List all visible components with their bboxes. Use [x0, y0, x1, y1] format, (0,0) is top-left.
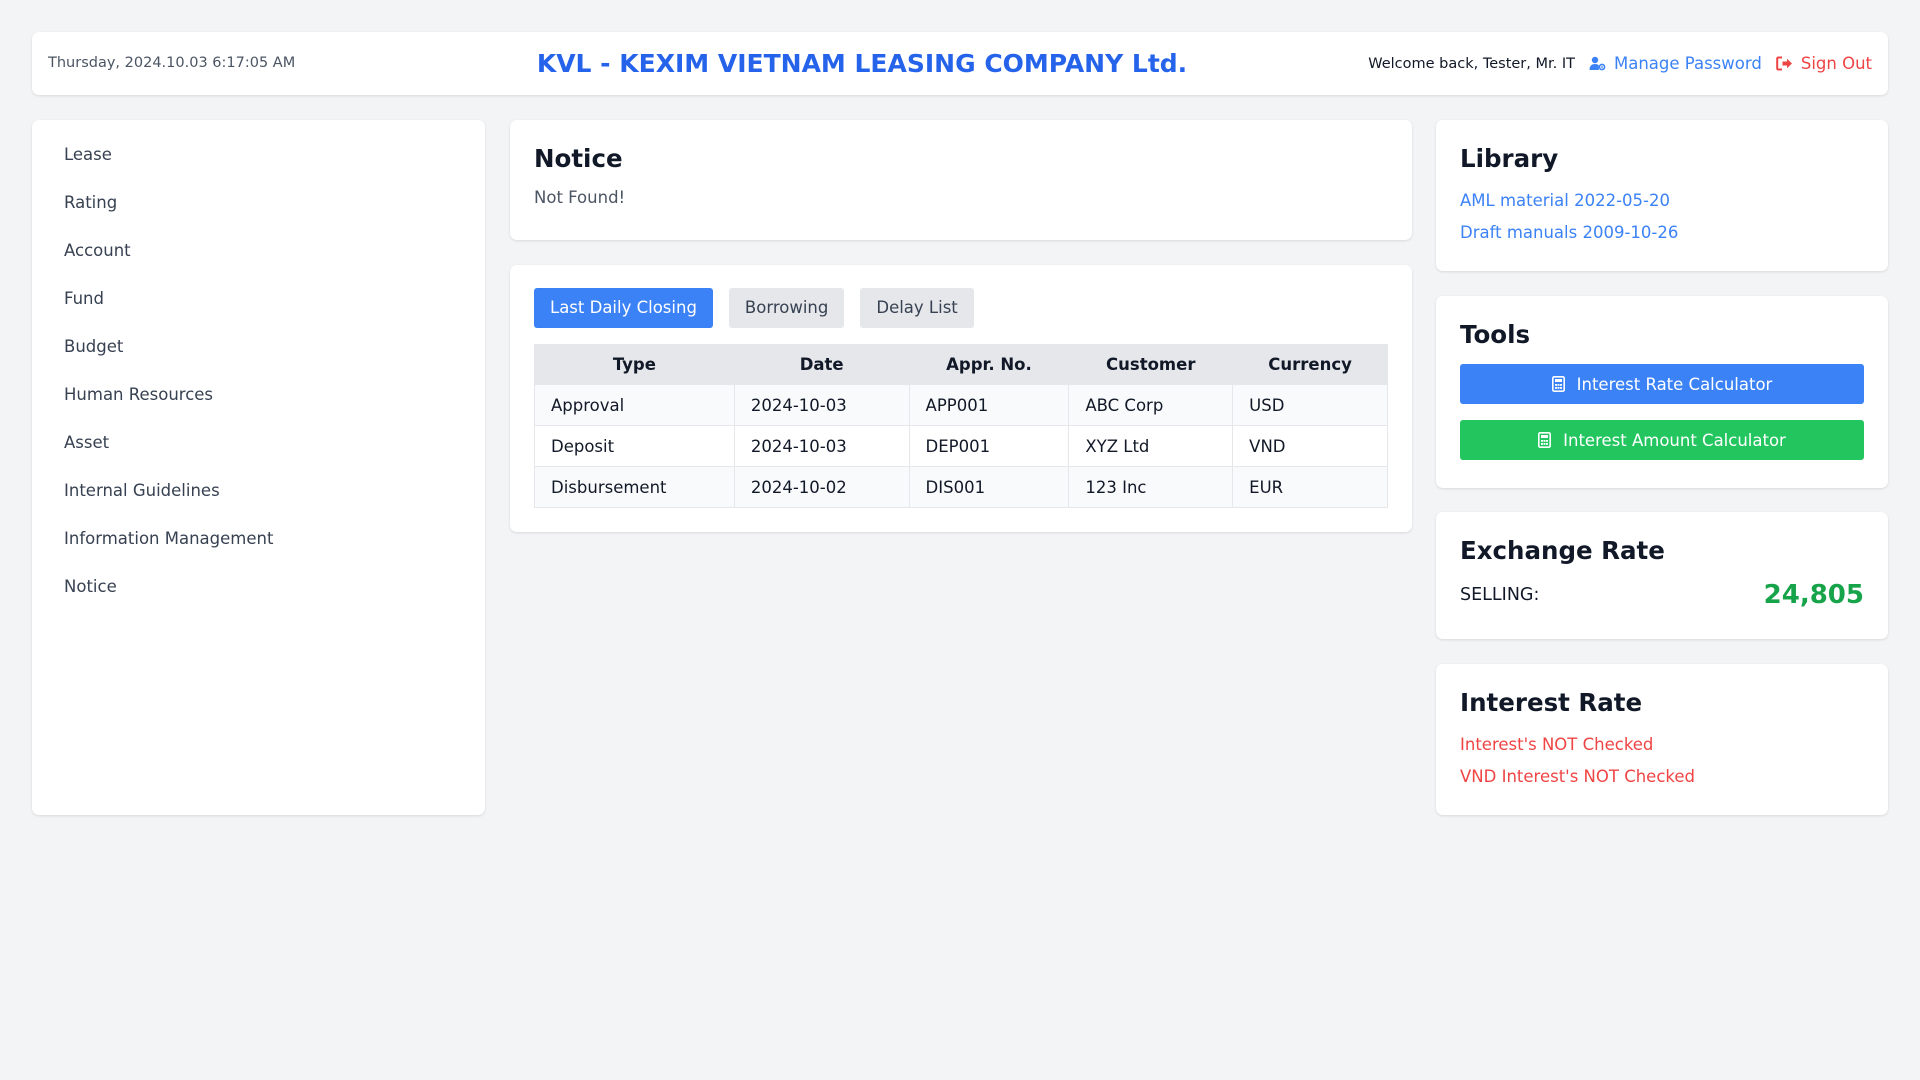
- column-header-date: Date: [733, 344, 910, 385]
- table-header-row: Type Date Appr. No. Customer Currency: [534, 344, 1388, 385]
- manage-password-label: Manage Password: [1613, 54, 1762, 73]
- sign-out-icon: [1776, 56, 1793, 71]
- sidebar-item-account[interactable]: Account: [64, 241, 131, 260]
- sign-out-label: Sign Out: [1800, 54, 1872, 73]
- sidebar-item-budget[interactable]: Budget: [64, 337, 124, 356]
- exchange-rate-row: SELLING: 24,805: [1460, 580, 1864, 610]
- sidebar-item-human-resources[interactable]: Human Resources: [64, 385, 214, 404]
- sidebar-item-rating[interactable]: Rating: [64, 193, 118, 212]
- current-datetime: Thursday, 2024.10.03 6:17:05 AM: [48, 55, 296, 71]
- calculator-icon: [1538, 432, 1552, 448]
- calculator-icon: [1551, 376, 1565, 392]
- tab-last-daily-closing[interactable]: Last Daily Closing: [534, 288, 713, 328]
- tools-panel: Tools Interest Rate Calculator Interest …: [1436, 296, 1888, 488]
- sidebar-item-lease[interactable]: Lease: [64, 145, 112, 164]
- cell-customer: ABC Corp: [1068, 384, 1234, 426]
- exchange-rate-panel: Exchange Rate SELLING: 24,805: [1436, 512, 1888, 639]
- sidebar-item-asset[interactable]: Asset: [64, 433, 110, 452]
- sidebar-item-internal-guidelines[interactable]: Internal Guidelines: [64, 481, 220, 500]
- cell-type: Deposit: [534, 425, 735, 467]
- selling-value: 24,805: [1763, 580, 1864, 610]
- column-header-customer: Customer: [1068, 344, 1234, 385]
- library-link-aml-material[interactable]: AML material 2022-05-20: [1460, 191, 1670, 210]
- cell-currency: USD: [1232, 384, 1388, 426]
- sidebar-item-notice[interactable]: Notice: [64, 577, 117, 596]
- library-title: Library: [1460, 144, 1559, 173]
- notice-title: Notice: [534, 144, 623, 173]
- vnd-interest-not-checked-status: VND Interest's NOT Checked: [1460, 767, 1695, 786]
- interest-amount-calculator-label: Interest Amount Calculator: [1563, 430, 1786, 450]
- table-row[interactable]: Deposit 2024-10-03 DEP001 XYZ Ltd VND: [534, 425, 1388, 467]
- cell-customer: 123 Inc: [1068, 466, 1234, 508]
- company-title: KVL - KEXIM VIETNAM LEASING COMPANY Ltd.: [536, 49, 1188, 78]
- notice-panel: Notice Not Found!: [510, 120, 1412, 240]
- interest-status-list: Interest's NOT Checked VND Interest's NO…: [1460, 729, 1864, 793]
- cell-type: Disbursement: [534, 466, 735, 508]
- interest-rate-calculator-label: Interest Rate Calculator: [1576, 374, 1773, 394]
- cell-currency: EUR: [1232, 466, 1388, 508]
- notice-message: Not Found!: [534, 188, 626, 207]
- user-area: Welcome back, Tester, Mr. IT Manage Pass…: [1368, 32, 1872, 95]
- sidebar-item-fund[interactable]: Fund: [64, 289, 104, 308]
- column-header-appr-no: Appr. No.: [908, 344, 1070, 385]
- interest-rate-calculator-button[interactable]: Interest Rate Calculator: [1460, 364, 1864, 404]
- table-row[interactable]: Approval 2024-10-03 APP001 ABC Corp USD: [534, 384, 1388, 426]
- cell-customer: XYZ Ltd: [1068, 425, 1234, 467]
- cell-appr-no: DEP001: [908, 425, 1070, 467]
- interest-rate-panel: Interest Rate Interest's NOT Checked VND…: [1436, 664, 1888, 815]
- interest-amount-calculator-button[interactable]: Interest Amount Calculator: [1460, 420, 1864, 460]
- closing-table: Type Date Appr. No. Customer Currency Ap…: [534, 344, 1388, 508]
- cell-date: 2024-10-02: [733, 466, 910, 508]
- interest-rate-title: Interest Rate: [1460, 688, 1643, 717]
- sidebar-item-information-management[interactable]: Information Management: [64, 529, 274, 548]
- tab-delay-list[interactable]: Delay List: [860, 288, 974, 328]
- cell-date: 2024-10-03: [733, 425, 910, 467]
- tab-borrowing[interactable]: Borrowing: [728, 288, 845, 328]
- cell-type: Approval: [534, 384, 735, 426]
- top-header: Thursday, 2024.10.03 6:17:05 AM KVL - KE…: [32, 32, 1888, 95]
- cell-appr-no: APP001: [908, 384, 1070, 426]
- tab-bar: Last Daily Closing Borrowing Delay List: [534, 288, 1388, 328]
- column-header-currency: Currency: [1232, 344, 1388, 385]
- library-link-draft-manuals[interactable]: Draft manuals 2009-10-26: [1460, 223, 1679, 242]
- library-panel: Library AML material 2022-05-20 Draft ma…: [1436, 120, 1888, 271]
- exchange-rate-title: Exchange Rate: [1460, 536, 1665, 565]
- selling-label: SELLING:: [1460, 585, 1540, 605]
- sidebar: Lease Rating Account Fund Budget Human R…: [32, 120, 485, 815]
- library-links: AML material 2022-05-20 Draft manuals 20…: [1460, 185, 1864, 249]
- table-row[interactable]: Disbursement 2024-10-02 DIS001 123 Inc E…: [534, 466, 1388, 508]
- cell-date: 2024-10-03: [733, 384, 910, 426]
- cell-appr-no: DIS001: [908, 466, 1070, 508]
- welcome-text: Welcome back, Tester, Mr. IT: [1368, 55, 1575, 72]
- manage-password-link[interactable]: Manage Password: [1589, 54, 1762, 73]
- cell-currency: VND: [1232, 425, 1388, 467]
- sign-out-link[interactable]: Sign Out: [1776, 54, 1872, 73]
- column-header-type: Type: [534, 344, 735, 385]
- interest-not-checked-status: Interest's NOT Checked: [1460, 735, 1654, 754]
- tools-title: Tools: [1460, 320, 1531, 349]
- user-gear-icon: [1589, 56, 1606, 71]
- closing-panel: Last Daily Closing Borrowing Delay List …: [510, 265, 1412, 532]
